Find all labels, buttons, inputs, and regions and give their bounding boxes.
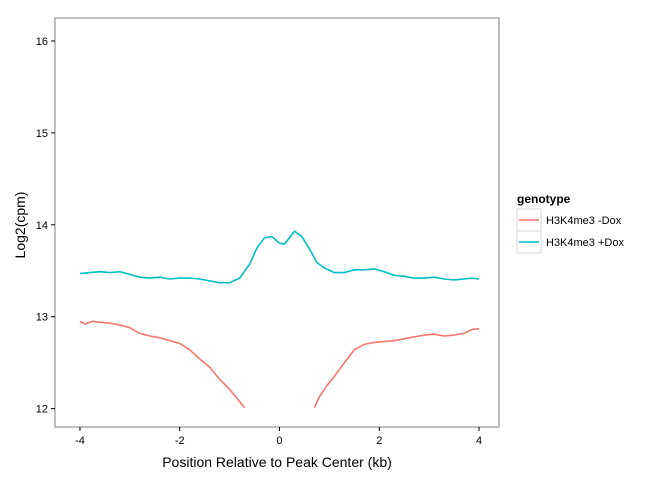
x-tick-label: 4 [476, 435, 482, 447]
x-tick-label: 0 [276, 435, 282, 447]
y-tick-label: 16 [36, 36, 48, 48]
x-tick-label: -2 [175, 435, 185, 447]
x-tick-label: -4 [75, 435, 85, 447]
plot-panel [54, 17, 500, 428]
y-tick-label: 12 [36, 404, 48, 416]
series-line-0-segment-0 [79, 320, 246, 409]
x-axis-title: Position Relative to Peak Center (kb) [162, 454, 392, 470]
y-axis: 12 13 14 15 16 [36, 36, 55, 416]
legend-label: H3K4me3 -Dox [546, 215, 622, 227]
x-tick-label: 2 [376, 435, 382, 447]
legend-label: H3K4me3 +Dox [546, 237, 624, 249]
series-line-0-segment-1 [313, 327, 480, 409]
y-tick-label: 15 [36, 128, 48, 140]
x-axis: -4 -2 0 2 4 [75, 427, 482, 447]
series-line-1-segment-0 [79, 230, 480, 284]
y-axis-title: Log2(cpm) [12, 192, 28, 259]
series-lines [79, 230, 480, 409]
y-tick-label: 13 [36, 312, 48, 324]
legend-title: genotype [517, 192, 571, 206]
legend: genotype H3K4me3 -Dox H3K4me3 +Dox [516, 192, 624, 254]
y-tick-label: 14 [36, 220, 48, 232]
